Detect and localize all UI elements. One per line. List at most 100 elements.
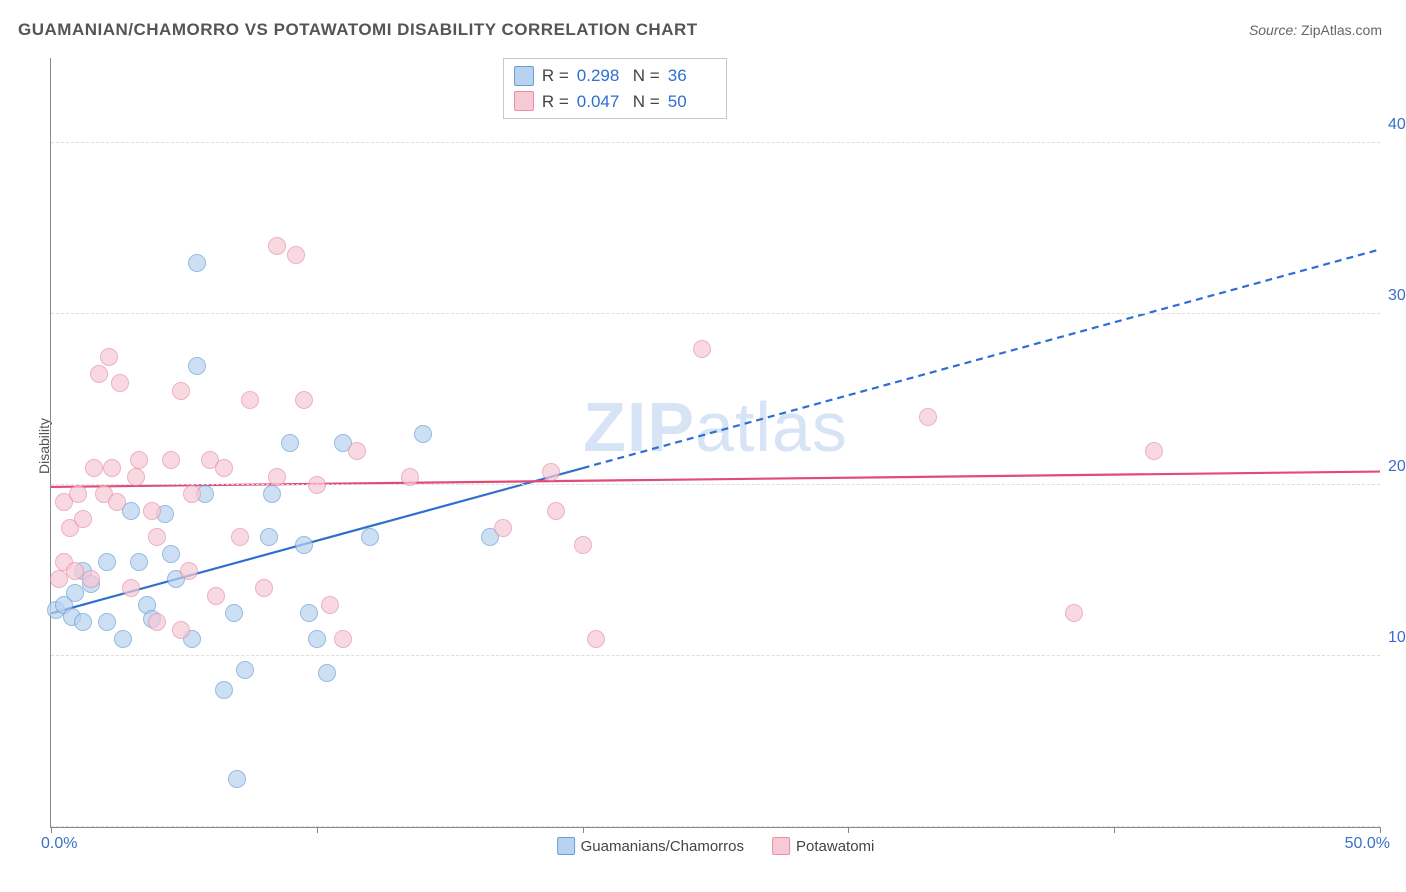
scatter-point-potawatomi (127, 468, 145, 486)
scatter-point-potawatomi (231, 528, 249, 546)
r-label: R = (542, 63, 569, 89)
scatter-point-potawatomi (587, 630, 605, 648)
scatter-point-potawatomi (494, 519, 512, 537)
scatter-point-potawatomi (574, 536, 592, 554)
scatter-point-guamanians (308, 630, 326, 648)
r-value: 0.047 (577, 89, 625, 115)
scatter-point-guamanians (215, 681, 233, 699)
source-label: Source: (1249, 22, 1297, 38)
scatter-point-potawatomi (321, 596, 339, 614)
scatter-point-potawatomi (693, 340, 711, 358)
watermark: ZIPatlas (583, 387, 848, 467)
scatter-point-potawatomi (1065, 604, 1083, 622)
chart-title: GUAMANIAN/CHAMORRO VS POTAWATOMI DISABIL… (18, 20, 698, 40)
swatch-guamanians (514, 66, 534, 86)
scatter-point-potawatomi (82, 570, 100, 588)
y-tick-label: 10.0% (1388, 629, 1406, 647)
scatter-point-potawatomi (215, 459, 233, 477)
scatter-point-potawatomi (69, 485, 87, 503)
scatter-point-potawatomi (100, 348, 118, 366)
legend: Guamanians/Chamorros Potawatomi (557, 837, 875, 855)
scatter-point-guamanians (114, 630, 132, 648)
scatter-point-potawatomi (542, 463, 560, 481)
scatter-point-potawatomi (1145, 442, 1163, 460)
scatter-point-potawatomi (148, 528, 166, 546)
scatter-point-potawatomi (122, 579, 140, 597)
scatter-point-potawatomi (255, 579, 273, 597)
scatter-point-guamanians (236, 661, 254, 679)
legend-label: Guamanians/Chamorros (581, 838, 744, 855)
x-tick (51, 827, 52, 833)
scatter-point-potawatomi (162, 451, 180, 469)
gridline-horizontal (51, 484, 1380, 485)
watermark-zip: ZIP (583, 388, 695, 466)
y-tick-label: 40.0% (1388, 116, 1406, 134)
scatter-point-guamanians (188, 357, 206, 375)
scatter-point-potawatomi (919, 408, 937, 426)
plot-area: ZIPatlas R =0.298N =36R =0.047N =50 Guam… (50, 58, 1380, 828)
x-tick (1380, 827, 1381, 833)
x-axis-max-label: 50.0% (1345, 835, 1390, 853)
scatter-point-potawatomi (108, 493, 126, 511)
source-attribution: Source: ZipAtlas.com (1249, 22, 1382, 38)
scatter-point-guamanians (300, 604, 318, 622)
chart-container: GUAMANIAN/CHAMORRO VS POTAWATOMI DISABIL… (0, 0, 1406, 892)
scatter-point-potawatomi (207, 587, 225, 605)
y-tick-label: 30.0% (1388, 287, 1406, 305)
scatter-point-potawatomi (183, 485, 201, 503)
scatter-point-potawatomi (547, 502, 565, 520)
scatter-point-guamanians (318, 664, 336, 682)
r-value: 0.298 (577, 63, 625, 89)
swatch-potawatomi (514, 91, 534, 111)
scatter-point-potawatomi (287, 246, 305, 264)
scatter-point-guamanians (162, 545, 180, 563)
gridline-horizontal (51, 655, 1380, 656)
scatter-point-guamanians (295, 536, 313, 554)
scatter-point-potawatomi (103, 459, 121, 477)
scatter-point-potawatomi (308, 476, 326, 494)
x-tick (317, 827, 318, 833)
scatter-point-guamanians (260, 528, 278, 546)
scatter-point-guamanians (130, 553, 148, 571)
scatter-point-potawatomi (295, 391, 313, 409)
stats-row-potawatomi: R =0.047N =50 (514, 89, 716, 115)
scatter-point-guamanians (228, 770, 246, 788)
scatter-point-guamanians (281, 434, 299, 452)
scatter-point-guamanians (98, 613, 116, 631)
scatter-point-potawatomi (180, 562, 198, 580)
scatter-point-guamanians (361, 528, 379, 546)
scatter-point-potawatomi (241, 391, 259, 409)
scatter-point-potawatomi (172, 621, 190, 639)
watermark-rest: atlas (695, 388, 848, 466)
scatter-point-potawatomi (268, 237, 286, 255)
x-tick (848, 827, 849, 833)
gridline-horizontal (51, 142, 1380, 143)
scatter-point-guamanians (263, 485, 281, 503)
stats-row-guamanians: R =0.298N =36 (514, 63, 716, 89)
scatter-point-potawatomi (172, 382, 190, 400)
y-tick-label: 20.0% (1388, 458, 1406, 476)
scatter-point-guamanians (74, 613, 92, 631)
x-tick (1114, 827, 1115, 833)
scatter-point-potawatomi (348, 442, 366, 460)
scatter-point-guamanians (98, 553, 116, 571)
scatter-point-potawatomi (334, 630, 352, 648)
n-value: 36 (668, 63, 716, 89)
gridline-horizontal (51, 313, 1380, 314)
scatter-point-potawatomi (111, 374, 129, 392)
legend-item-potawatomi: Potawatomi (772, 837, 874, 855)
scatter-point-potawatomi (268, 468, 286, 486)
scatter-point-potawatomi (85, 459, 103, 477)
scatter-point-guamanians (188, 254, 206, 272)
legend-item-guamanians: Guamanians/Chamorros (557, 837, 744, 855)
correlation-stats-box: R =0.298N =36R =0.047N =50 (503, 58, 727, 119)
scatter-point-potawatomi (74, 510, 92, 528)
scatter-point-potawatomi (90, 365, 108, 383)
gridline-horizontal (51, 826, 1380, 827)
legend-swatch-guamanians (557, 837, 575, 855)
n-value: 50 (668, 89, 716, 115)
trend-lines-layer (51, 58, 1380, 827)
scatter-point-potawatomi (148, 613, 166, 631)
scatter-point-guamanians (414, 425, 432, 443)
trend-line (583, 249, 1380, 468)
